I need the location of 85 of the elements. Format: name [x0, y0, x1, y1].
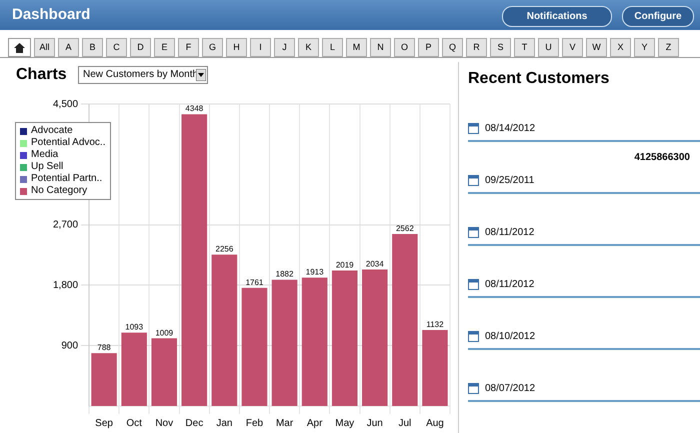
- text: 08/11/2012: [485, 278, 534, 290]
- data-label: 1761: [246, 278, 264, 287]
- data-label: 1913: [306, 268, 324, 277]
- legend-label: Potential Advoc..: [30, 137, 106, 149]
- bar: [242, 288, 268, 406]
- bar: [272, 280, 298, 406]
- text: L: [322, 38, 343, 57]
- x-tick-label: Jan: [216, 418, 232, 429]
- legend-label: Potential Partn..: [30, 173, 104, 185]
- x-tick-label: Mar: [276, 418, 294, 429]
- text: I: [250, 38, 271, 57]
- text: W: [586, 38, 607, 57]
- text: A: [58, 38, 79, 57]
- x-tick-label: Sep: [95, 418, 114, 429]
- x-tick-label: Oct: [126, 418, 142, 429]
- text: K: [298, 38, 319, 57]
- data-label: 1009: [155, 328, 174, 338]
- y-tick-label: 900: [61, 340, 78, 352]
- text: R: [466, 38, 487, 57]
- bar: [392, 234, 418, 406]
- x-tick-label: Nov: [155, 418, 174, 429]
- x-tick-label: Jun: [366, 418, 383, 429]
- text: 08/07/2012: [485, 382, 536, 394]
- legend-label: Advocate: [30, 125, 74, 137]
- text: C: [106, 38, 127, 57]
- x-tick-label: Jul: [398, 418, 412, 429]
- text: Configure: [622, 6, 694, 27]
- x-tick-label: Aug: [426, 418, 444, 429]
- text: All: [34, 38, 55, 57]
- data-label: 2034: [366, 259, 384, 268]
- text: M: [346, 38, 367, 57]
- x-tick-label: Apr: [306, 418, 324, 429]
- legend-label: Media: [30, 149, 60, 161]
- text: E: [154, 38, 175, 57]
- text: Dashboard: [12, 6, 90, 23]
- text: U: [538, 38, 559, 57]
- data-label: 1882: [276, 270, 294, 279]
- x-tick-label: Feb: [246, 418, 264, 429]
- text: Q: [442, 38, 463, 57]
- text: N: [370, 38, 391, 57]
- text: S: [490, 38, 511, 57]
- y-tick-label: 4,500: [52, 98, 78, 110]
- text: O: [394, 38, 415, 57]
- data-label: 788: [97, 343, 112, 352]
- bar: [151, 338, 178, 406]
- text: J: [274, 38, 295, 57]
- text: V: [562, 38, 583, 57]
- legend-label: No Category: [30, 185, 88, 197]
- bar: [302, 278, 328, 406]
- text: Z: [658, 38, 679, 57]
- text: G: [202, 38, 223, 57]
- x-tick-label: May: [335, 418, 354, 429]
- text: 4125866300: [634, 152, 690, 163]
- data-label: 2019: [336, 260, 354, 270]
- text: 09/25/2011: [485, 174, 534, 186]
- text: B: [82, 38, 103, 57]
- text: 08/11/2012: [485, 226, 534, 238]
- x-tick-label: Dec: [185, 418, 204, 429]
- text: P: [418, 38, 439, 57]
- text: D: [130, 38, 151, 57]
- chart-title: Charts: [16, 66, 67, 84]
- legend-label: Up Sell: [30, 161, 64, 173]
- bar: [212, 254, 238, 406]
- text: T: [514, 38, 535, 57]
- text: Recent Customers: [468, 70, 610, 88]
- text: Y: [634, 38, 655, 57]
- text: Notifications: [502, 6, 612, 27]
- data-label: 1132: [426, 320, 444, 330]
- text: X: [610, 38, 631, 57]
- text: 08/14/2012: [485, 122, 536, 134]
- bar: [91, 353, 117, 406]
- text: 08/10/2012: [485, 330, 536, 342]
- bar: [121, 332, 147, 406]
- bar: [422, 330, 448, 406]
- data-label: 2256: [215, 244, 234, 254]
- bar: [332, 270, 358, 406]
- y-tick-label: 2,700: [52, 220, 78, 231]
- text: H: [226, 38, 247, 57]
- text: F: [178, 38, 199, 57]
- y-tick-label: 1,800: [52, 280, 78, 291]
- data-label: 4348: [185, 104, 204, 114]
- data-label: 1093: [125, 322, 144, 332]
- data-label: 2562: [396, 224, 414, 234]
- bar: [182, 114, 208, 406]
- bar: [362, 269, 388, 406]
